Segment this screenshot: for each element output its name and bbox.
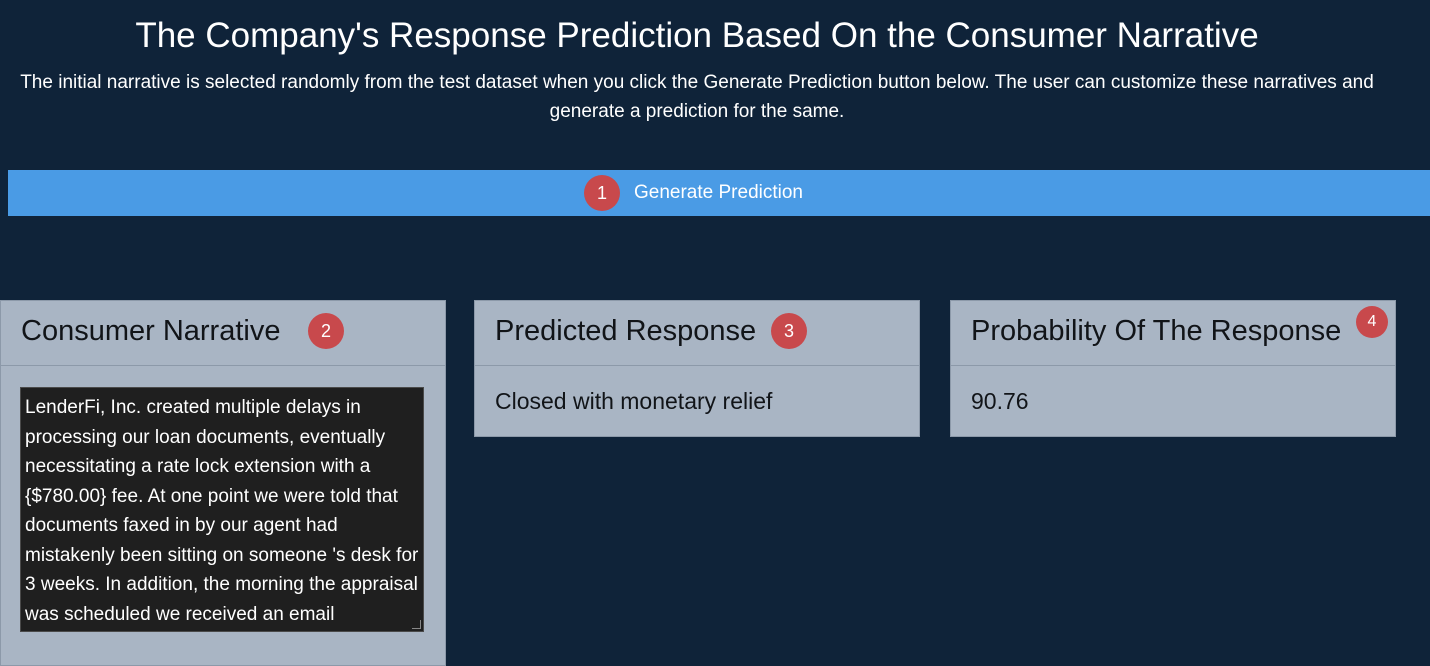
predicted-response-value: Closed with monetary relief [495, 388, 773, 414]
consumer-narrative-panel: Consumer Narrative 2 LenderFi, Inc. crea… [0, 300, 446, 666]
predicted-response-panel: Predicted Response 3 Closed with monetar… [474, 300, 920, 437]
step-badge-1: 1 [584, 175, 620, 211]
generate-prediction-button[interactable]: 1 Generate Prediction [8, 170, 1430, 216]
probability-value: 90.76 [971, 388, 1029, 414]
step-badge-3: 3 [771, 313, 807, 349]
step-badge-2: 2 [308, 313, 344, 349]
predicted-response-header: Predicted Response 3 [475, 301, 919, 366]
consumer-narrative-textarea[interactable]: LenderFi, Inc. created multiple delays i… [20, 387, 424, 632]
consumer-narrative-text: LenderFi, Inc. created multiple delays i… [25, 397, 419, 625]
probability-body: 90.76 [951, 366, 1395, 436]
resize-handle-icon[interactable] [412, 620, 421, 629]
probability-title: Probability Of The Response [971, 315, 1342, 347]
probability-header: Probability Of The Response 4 [951, 301, 1395, 366]
predicted-response-title: Predicted Response [495, 315, 757, 347]
predicted-response-body: Closed with monetary relief [475, 366, 919, 436]
page-description: The initial narrative is selected random… [20, 72, 1374, 122]
consumer-narrative-title: Consumer Narrative [21, 315, 281, 347]
generate-prediction-label: Generate Prediction [634, 182, 803, 203]
consumer-narrative-body: LenderFi, Inc. created multiple delays i… [1, 366, 445, 632]
probability-panel: Probability Of The Response 4 90.76 [950, 300, 1396, 437]
page-title: The Company's Response Prediction Based … [135, 16, 1259, 55]
step-badge-4: 4 [1356, 306, 1388, 338]
consumer-narrative-header: Consumer Narrative 2 [1, 301, 445, 366]
